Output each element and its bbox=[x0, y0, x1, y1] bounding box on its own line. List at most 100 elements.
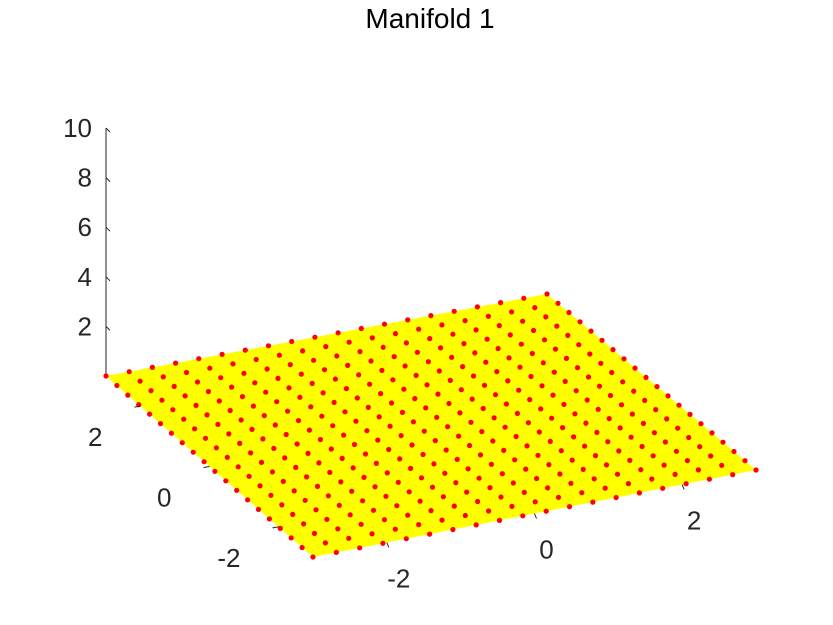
surface-point bbox=[654, 384, 660, 390]
surface-point bbox=[484, 336, 490, 342]
surface-point bbox=[466, 442, 473, 449]
surface-point bbox=[427, 336, 433, 342]
surface-point bbox=[147, 411, 153, 417]
surface-point bbox=[643, 374, 649, 380]
surface-point bbox=[316, 460, 322, 466]
surface-point bbox=[562, 378, 568, 384]
surface-point bbox=[168, 430, 174, 436]
surface-point bbox=[402, 363, 408, 369]
surface-point bbox=[290, 511, 296, 517]
surface-point bbox=[495, 345, 501, 352]
surface-point bbox=[321, 367, 328, 373]
surface-plane bbox=[106, 294, 756, 557]
surface-point bbox=[317, 436, 323, 443]
surface-point bbox=[568, 480, 574, 486]
surface-point bbox=[510, 480, 516, 486]
surface-point bbox=[609, 369, 615, 376]
surface-point bbox=[460, 364, 466, 370]
surface-point bbox=[369, 531, 375, 537]
surface-point bbox=[518, 341, 524, 347]
surface-point bbox=[525, 420, 532, 426]
surface-point bbox=[503, 401, 509, 407]
surface-point bbox=[279, 502, 285, 508]
surface-point bbox=[602, 485, 608, 491]
surface-point bbox=[649, 476, 655, 482]
surface-point bbox=[438, 345, 444, 351]
surface-point bbox=[336, 502, 342, 508]
surface-point bbox=[384, 470, 390, 476]
surface-point bbox=[325, 493, 331, 499]
chart-title: Manifold 1 bbox=[365, 3, 494, 34]
z-tick-label: 6 bbox=[78, 212, 92, 242]
surface-point bbox=[551, 369, 557, 375]
surface-point bbox=[137, 378, 143, 384]
surface-point bbox=[387, 423, 393, 429]
surface-point bbox=[373, 460, 379, 466]
surface-point bbox=[462, 318, 468, 324]
surface-point bbox=[218, 375, 224, 381]
surface-point bbox=[595, 406, 601, 412]
y-tick-label: 0 bbox=[157, 483, 171, 513]
surface-point bbox=[272, 422, 278, 428]
surface-point bbox=[196, 356, 202, 362]
surface-point bbox=[753, 467, 759, 473]
surface-point bbox=[357, 545, 363, 551]
surface-point bbox=[719, 462, 725, 468]
surface-point bbox=[588, 328, 594, 334]
surface-point bbox=[428, 313, 434, 319]
surface-point bbox=[532, 305, 538, 311]
surface-point bbox=[451, 503, 457, 509]
surface-point bbox=[555, 494, 562, 500]
surface-point bbox=[520, 513, 526, 519]
surface-point bbox=[205, 388, 211, 395]
surface-point bbox=[425, 359, 431, 365]
surface-point bbox=[742, 458, 748, 464]
surface-point bbox=[245, 497, 251, 503]
surface-point bbox=[474, 304, 480, 310]
x-tick-mark bbox=[681, 484, 685, 490]
surface-point bbox=[545, 485, 551, 491]
surface-point bbox=[416, 522, 422, 528]
surface-point bbox=[442, 470, 448, 476]
surface-point bbox=[468, 419, 474, 425]
surface-point bbox=[353, 418, 359, 424]
surface-point bbox=[364, 428, 370, 434]
surface-point bbox=[314, 483, 321, 489]
surface-point bbox=[324, 516, 330, 522]
surface-point bbox=[308, 404, 314, 410]
z-tick-label: 8 bbox=[78, 163, 92, 193]
surface-point bbox=[335, 330, 341, 336]
surface-point bbox=[358, 521, 364, 527]
surface-point bbox=[298, 371, 304, 377]
surface-point bbox=[598, 360, 604, 366]
surface-point bbox=[514, 410, 521, 416]
y-tick-mark bbox=[134, 405, 141, 408]
surface-point bbox=[613, 494, 619, 501]
z-axis-ticks: 2 4 6 8 10 bbox=[63, 113, 111, 341]
x-tick-label: -2 bbox=[387, 564, 410, 594]
surface-point bbox=[684, 458, 691, 464]
surface-point bbox=[423, 405, 429, 411]
surface-point bbox=[653, 407, 659, 413]
surface-point bbox=[370, 507, 377, 513]
surface-point bbox=[534, 475, 540, 482]
surface-point bbox=[546, 462, 552, 468]
surface-point bbox=[585, 374, 592, 380]
surface-point bbox=[420, 451, 426, 458]
surface-point bbox=[485, 313, 491, 319]
surface-point bbox=[572, 411, 578, 417]
surface-point bbox=[269, 469, 275, 475]
surface-point bbox=[320, 390, 326, 396]
surface-point bbox=[299, 544, 305, 551]
surface-point bbox=[552, 346, 559, 352]
surface-point bbox=[235, 464, 241, 470]
surface-point bbox=[638, 467, 644, 473]
surface-point bbox=[465, 466, 471, 472]
surface-point bbox=[517, 364, 523, 370]
surface-point bbox=[576, 342, 582, 348]
surface-point bbox=[418, 475, 425, 481]
surface-point bbox=[501, 447, 507, 453]
surface-point bbox=[421, 428, 427, 434]
surface-point bbox=[428, 508, 434, 514]
surface-point bbox=[488, 461, 494, 467]
